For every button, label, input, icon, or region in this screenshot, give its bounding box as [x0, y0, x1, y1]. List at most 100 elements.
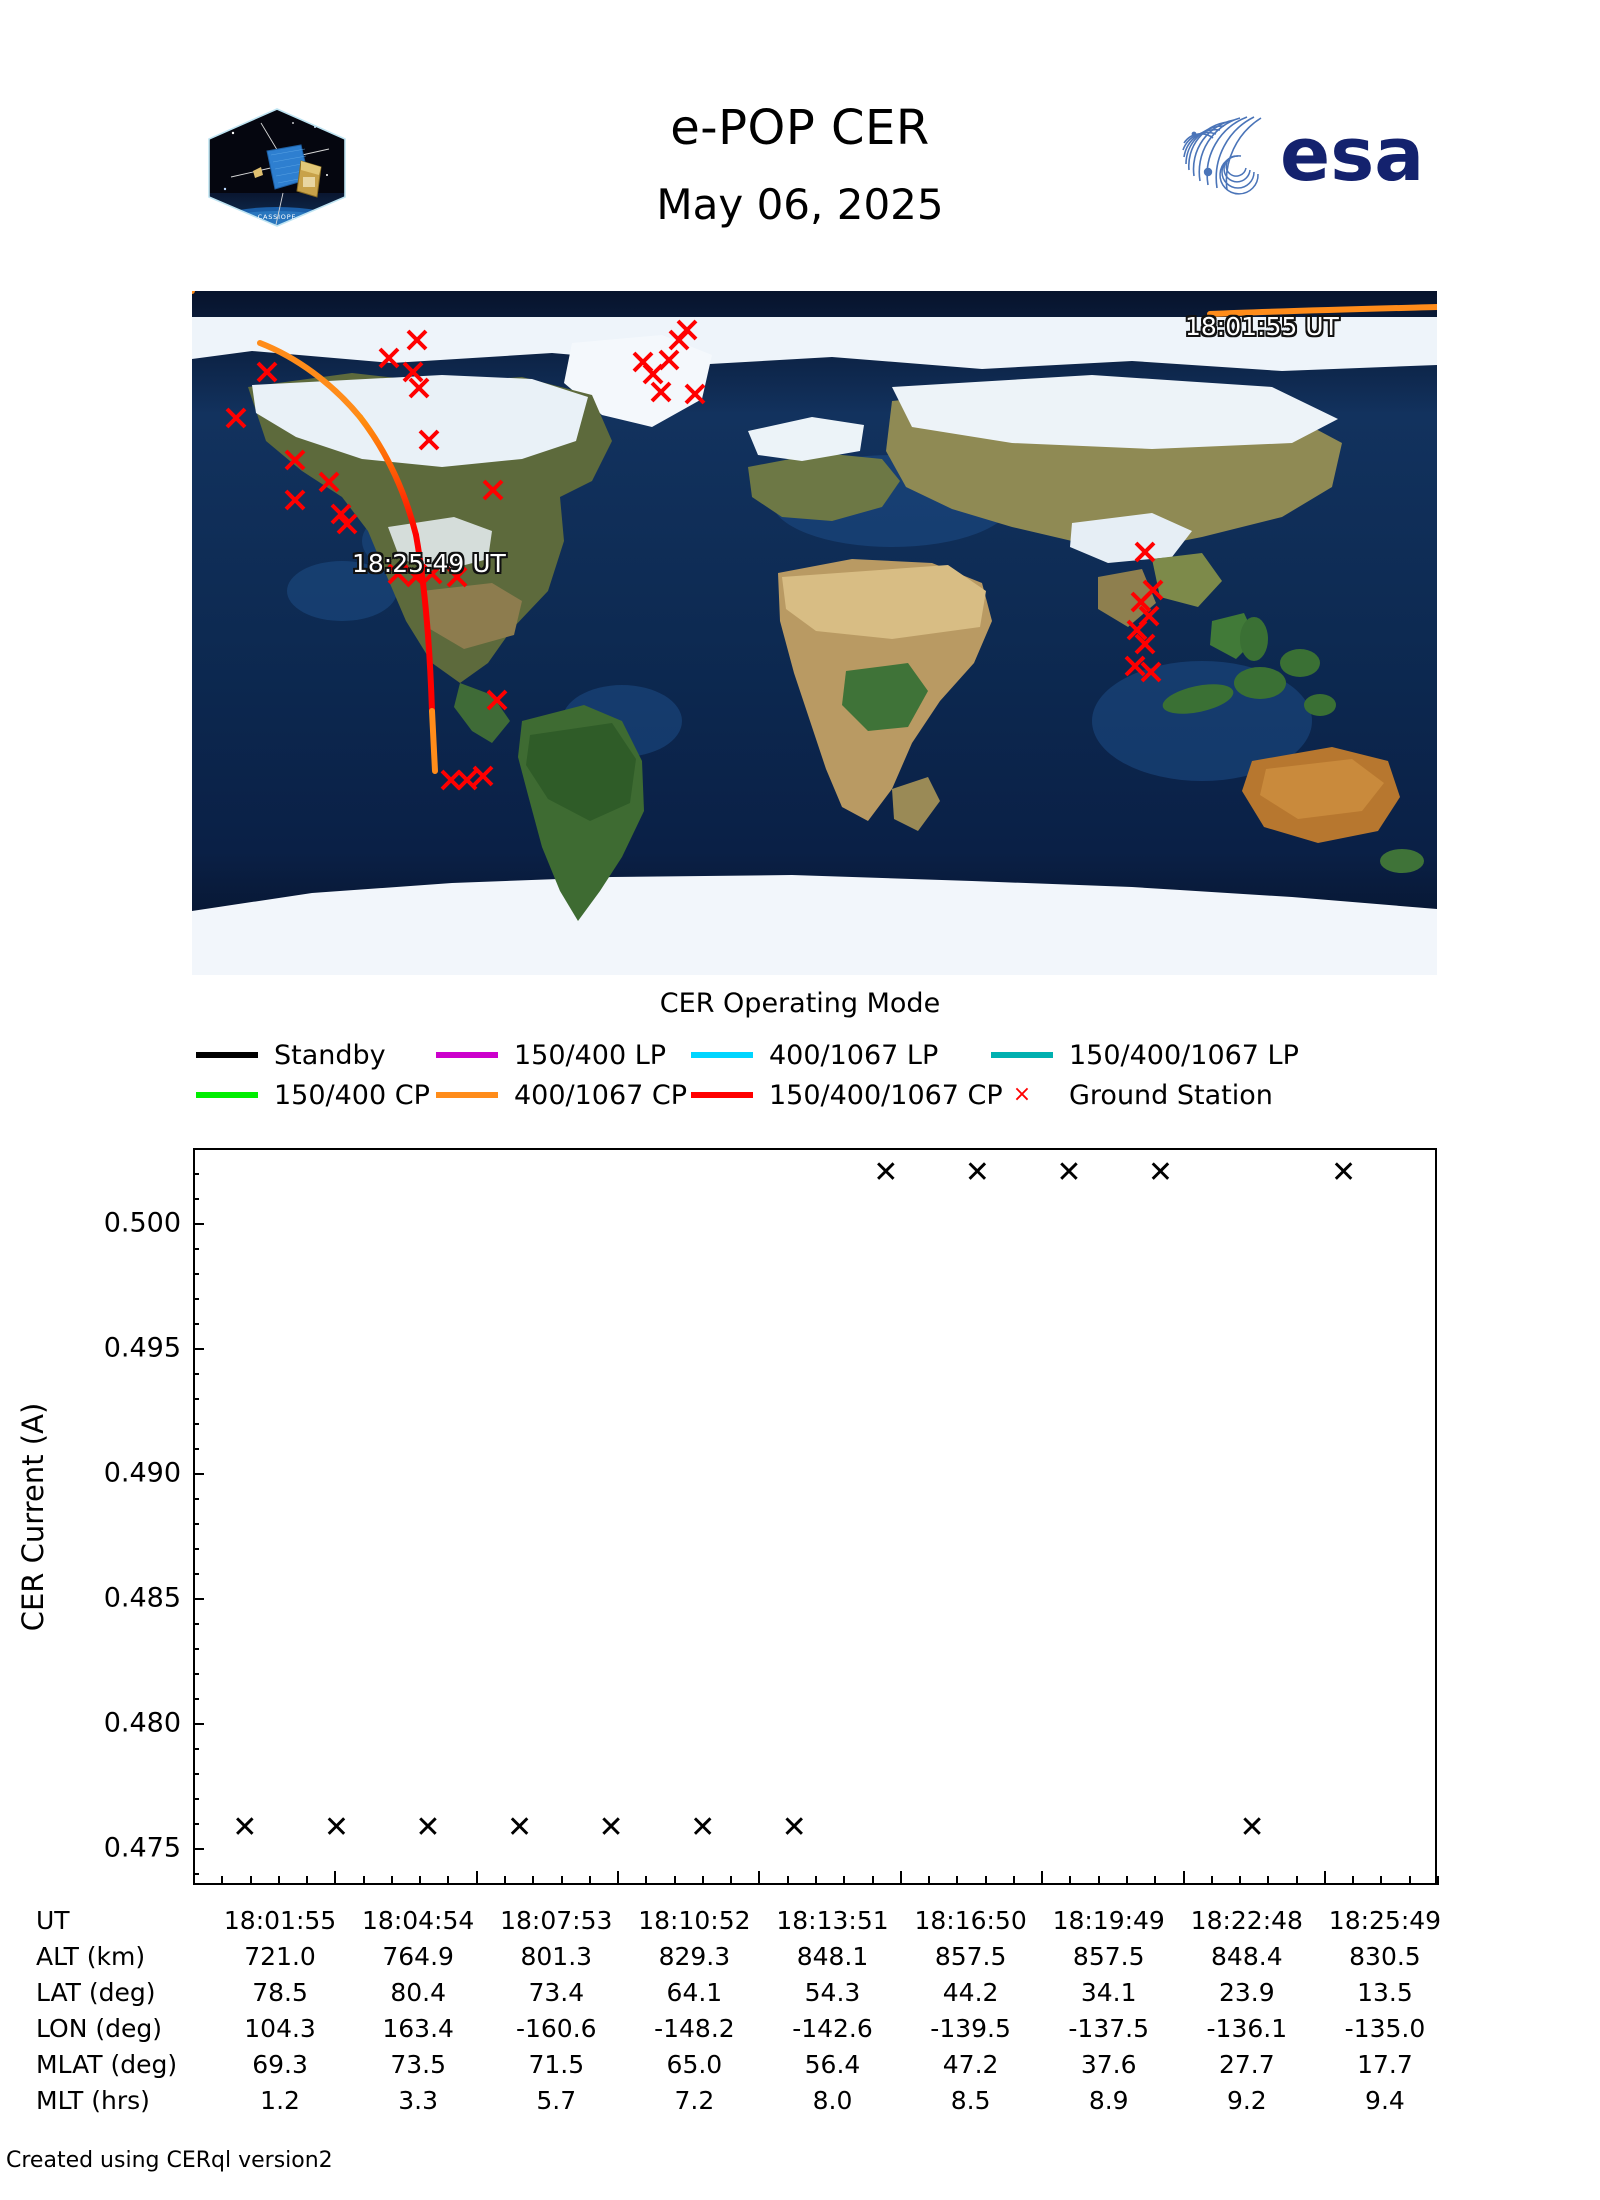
table-cell: 47.2	[942, 2049, 999, 2079]
ground-station-marker	[1124, 655, 1146, 677]
ground-station-marker	[408, 377, 430, 399]
table-cell: -139.5	[930, 2013, 1011, 2043]
legend-item-150-400-1067-cp: 150/400/1067 CP	[691, 1075, 1003, 1115]
table-cell: 18:10:52	[638, 1905, 751, 1935]
y-tick-label: 0.485	[103, 1582, 181, 1614]
legend-item-400-1067-lp: 400/1067 LP	[691, 1035, 991, 1075]
new-zealand	[1380, 849, 1424, 873]
ground-station-marker	[642, 363, 664, 385]
table-cell: 18:25:49	[1328, 1905, 1442, 1935]
table-row: MLAT (deg) 69.3 73.5 71.5 65.0 56.4 47.2 37.6 27…	[34, 2046, 1454, 2082]
southern-africa	[892, 777, 940, 831]
greenland	[564, 335, 712, 427]
ground-station-marker	[1130, 591, 1152, 613]
ground-station-marker	[402, 361, 424, 383]
north-america-snow	[252, 375, 588, 467]
table-cell: 8.0	[812, 2085, 853, 2115]
esa-wordmark: esa	[1280, 112, 1424, 195]
table-row-label: MLT (hrs)	[36, 2085, 150, 2115]
legend-label-400-1067-lp: 400/1067 LP	[769, 1039, 939, 1071]
legend-item-standby: Standby	[196, 1035, 436, 1075]
table-cell: 764.9	[382, 1941, 454, 1971]
table-row: ALT (km) 721.0 764.9 801.3 829.3 848.1 857.5 85…	[34, 1938, 1454, 1974]
ground-station-marker	[318, 471, 340, 493]
esa-logo: esa	[1168, 100, 1468, 198]
table-row: LON (deg) 104.3 163.4 -160.6 -148.2 -142.6 -13…	[34, 2010, 1454, 2046]
table-cell: 721.0	[244, 1941, 316, 1971]
table-cell: 7.2	[674, 2085, 715, 2115]
legend-swatch-400-1067-lp	[691, 1052, 753, 1058]
page-subtitle-date: May 06, 2025	[656, 180, 944, 229]
ground-station-marker	[446, 566, 468, 588]
cassiope-mission-logo: CASSIOPE	[197, 105, 357, 230]
china-east	[1152, 553, 1222, 607]
legend-item-150-400-lp: 150/400 LP	[436, 1035, 691, 1075]
legend-label-150-400-cp: 150/400 CP	[274, 1079, 430, 1111]
ground-station-marker	[256, 361, 278, 383]
table-cell: 71.5	[528, 2049, 585, 2079]
legend-label-150-400-lp: 150/400 LP	[514, 1039, 667, 1071]
scandinavia-snow	[748, 417, 864, 461]
legend-label-400-1067-cp: 400/1067 CP	[514, 1079, 688, 1111]
table-row: MLT (hrs) 1.2 3.3 5.7 7.2 8.0 8.5 8.9 9.2 9.4	[34, 2082, 1454, 2118]
legend-label-standby: Standby	[274, 1039, 386, 1071]
y-tick-label: 0.480	[103, 1707, 181, 1739]
table-row-label: ALT (km)	[36, 1941, 146, 1971]
ground-station-marker	[330, 503, 352, 525]
ground-station-marker	[1134, 633, 1156, 655]
table-cell: 8.9	[1088, 2085, 1129, 2115]
legend-swatch-150-400-1067-cp	[691, 1092, 753, 1098]
table-cell: 56.4	[804, 2049, 861, 2079]
table-cell: 73.4	[528, 1977, 585, 2007]
legend-row-1: Standby 150/400 LP 400/1067 LP 150/400/1…	[196, 1035, 1436, 1075]
table-cell: 18:16:50	[914, 1905, 1027, 1935]
ground-station-marker	[336, 513, 358, 535]
table-cell: 18:04:54	[362, 1905, 475, 1935]
table-row-label: LON (deg)	[36, 2013, 162, 2043]
ground-station-marker	[1134, 541, 1156, 563]
table-cell: 44.2	[942, 1977, 999, 2007]
us-southwest	[422, 583, 522, 649]
central-america	[454, 683, 510, 743]
ephemeris-table-body: UT 18:01:55 18:04:54 18:07:53 18:10:52 18:13:…	[34, 1902, 1454, 2118]
legend-label-150-400-1067-cp: 150/400/1067 CP	[769, 1079, 1003, 1111]
table-cell: -160.6	[515, 2013, 597, 2043]
y-axis-label: CER Current (A)	[16, 1402, 50, 1632]
sahara	[782, 565, 986, 639]
esa-arc-emblem	[1182, 116, 1262, 195]
ground-station-marker	[1126, 619, 1148, 641]
ground-station-marker	[405, 566, 427, 588]
cer-current-plot-frame	[193, 1148, 1437, 1885]
ground-station-marker	[486, 689, 508, 711]
table-cell: 34.1	[1080, 1977, 1137, 2007]
page-title: e-POP CER	[670, 100, 930, 156]
antarctica	[192, 875, 1437, 975]
world-map-svg	[192, 291, 1437, 975]
ground-station-marker	[418, 429, 440, 451]
ground-station-marker	[684, 383, 706, 405]
legend-swatch-150-400-cp	[196, 1092, 258, 1098]
table-cell: 3.3	[398, 2085, 439, 2115]
legend-item-150-400-1067-lp: 150/400/1067 LP	[991, 1035, 1299, 1075]
table-row-label: MLAT (deg)	[36, 2049, 178, 2079]
table-cell: 18:07:53	[500, 1905, 613, 1935]
legend-swatch-standby	[196, 1052, 258, 1058]
table-cell: 163.4	[382, 2013, 454, 2043]
table-cell: 80.4	[390, 1977, 446, 2007]
legend-swatch-150-400-lp	[436, 1052, 498, 1058]
legend-item-ground-station: × Ground Station	[991, 1075, 1273, 1115]
table-cell: 104.3	[244, 2013, 316, 2043]
ground-station-marker	[406, 329, 428, 351]
table-cell: 829.3	[658, 1941, 731, 1971]
ground-station-marker	[1140, 661, 1162, 683]
table-cell: 857.5	[1072, 1941, 1145, 1971]
y-tick-label: 0.495	[103, 1332, 181, 1364]
legend-swatch-150-400-1067-lp	[991, 1052, 1053, 1058]
table-cell: 37.6	[1080, 2049, 1137, 2079]
ground-station-markers	[225, 319, 1164, 791]
cassiope-logo-caption: CASSIOPE	[258, 213, 297, 221]
map-end-time-label: 18:25:49 UT	[352, 549, 506, 578]
map-caption: CER Operating Mode	[659, 988, 941, 1019]
table-cell: 54.3	[804, 1977, 861, 2007]
arctic-ice	[192, 317, 1437, 371]
